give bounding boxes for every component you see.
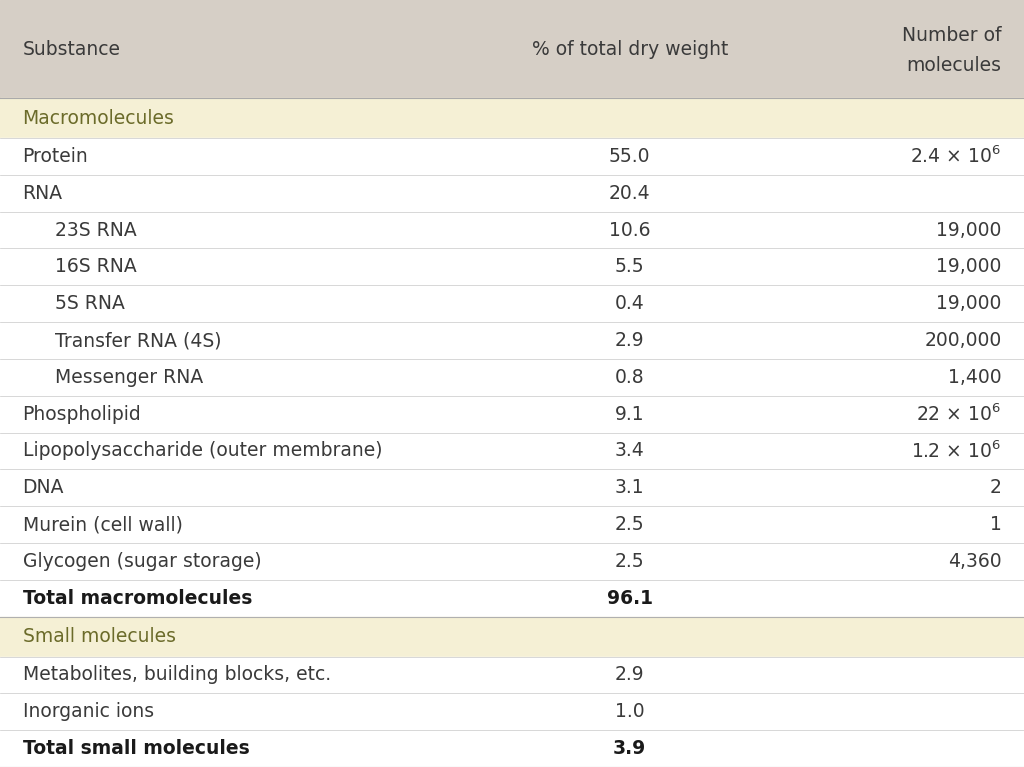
Text: % of total dry weight: % of total dry weight (531, 40, 728, 58)
Bar (0, 657, 1024, 693)
Bar (0, 617, 1024, 657)
Text: 1: 1 (989, 515, 1001, 534)
Text: Murein (cell wall): Murein (cell wall) (23, 515, 182, 534)
Text: 96.1: 96.1 (607, 589, 652, 607)
Text: 1,400: 1,400 (948, 368, 1001, 387)
Bar (0, 693, 1024, 730)
Text: 2.5: 2.5 (615, 515, 644, 534)
Text: Substance: Substance (23, 40, 121, 58)
Bar (0, 212, 1024, 249)
Text: 16S RNA: 16S RNA (55, 258, 137, 276)
Text: Number of: Number of (902, 26, 1001, 44)
Bar (0, 98, 1024, 138)
Text: 0.4: 0.4 (614, 295, 645, 313)
Text: 9.1: 9.1 (615, 405, 644, 423)
Text: Metabolites, building blocks, etc.: Metabolites, building blocks, etc. (23, 666, 331, 684)
Text: 55.0: 55.0 (609, 147, 650, 166)
Text: DNA: DNA (23, 479, 65, 497)
Text: 19,000: 19,000 (936, 258, 1001, 276)
Bar (0, 433, 1024, 469)
Text: 2.5: 2.5 (615, 552, 644, 571)
Bar (0, 506, 1024, 543)
Text: 5.5: 5.5 (615, 258, 644, 276)
Text: Transfer RNA (4S): Transfer RNA (4S) (55, 331, 222, 350)
Text: 0.8: 0.8 (615, 368, 644, 387)
Text: Messenger RNA: Messenger RNA (55, 368, 204, 387)
Text: Total small molecules: Total small molecules (23, 739, 249, 758)
Text: 4,360: 4,360 (948, 552, 1001, 571)
Text: Small molecules: Small molecules (23, 627, 175, 646)
Bar (0, 543, 1024, 580)
Text: Protein: Protein (23, 147, 88, 166)
Text: 200,000: 200,000 (925, 331, 1001, 350)
Text: 1.0: 1.0 (615, 703, 644, 721)
Text: Macromolecules: Macromolecules (23, 109, 174, 127)
Text: 2.9: 2.9 (615, 331, 644, 350)
Text: RNA: RNA (23, 184, 62, 202)
Text: 20.4: 20.4 (609, 184, 650, 202)
Bar (0, 175, 1024, 212)
Text: 2: 2 (989, 479, 1001, 497)
Bar (0, 730, 1024, 767)
Text: 19,000: 19,000 (936, 221, 1001, 239)
Text: molecules: molecules (906, 57, 1001, 75)
Text: 3.9: 3.9 (613, 739, 646, 758)
Bar (0, 359, 1024, 396)
Bar (0, 249, 1024, 285)
Text: Inorganic ions: Inorganic ions (23, 703, 154, 721)
Text: Lipopolysaccharide (outer membrane): Lipopolysaccharide (outer membrane) (23, 442, 382, 460)
Text: Glycogen (sugar storage): Glycogen (sugar storage) (23, 552, 261, 571)
Bar (0, 285, 1024, 322)
Bar (0, 580, 1024, 617)
Text: 5S RNA: 5S RNA (55, 295, 125, 313)
Text: 19,000: 19,000 (936, 295, 1001, 313)
Text: Total macromolecules: Total macromolecules (23, 589, 252, 607)
Bar (0, 322, 1024, 359)
Text: 3.4: 3.4 (614, 442, 645, 460)
Text: 2.4 × 10$^{6}$: 2.4 × 10$^{6}$ (910, 146, 1001, 167)
Text: 10.6: 10.6 (609, 221, 650, 239)
Text: 22 × 10$^{6}$: 22 × 10$^{6}$ (916, 403, 1001, 425)
Text: 1.2 × 10$^{6}$: 1.2 × 10$^{6}$ (911, 440, 1001, 462)
Text: Phospholipid: Phospholipid (23, 405, 141, 423)
Text: 2.9: 2.9 (615, 666, 644, 684)
Text: 3.1: 3.1 (615, 479, 644, 497)
Bar (0, 396, 1024, 433)
Bar (0, 138, 1024, 175)
Text: 23S RNA: 23S RNA (55, 221, 137, 239)
Bar (0, 469, 1024, 506)
Bar (0, 0, 1024, 98)
